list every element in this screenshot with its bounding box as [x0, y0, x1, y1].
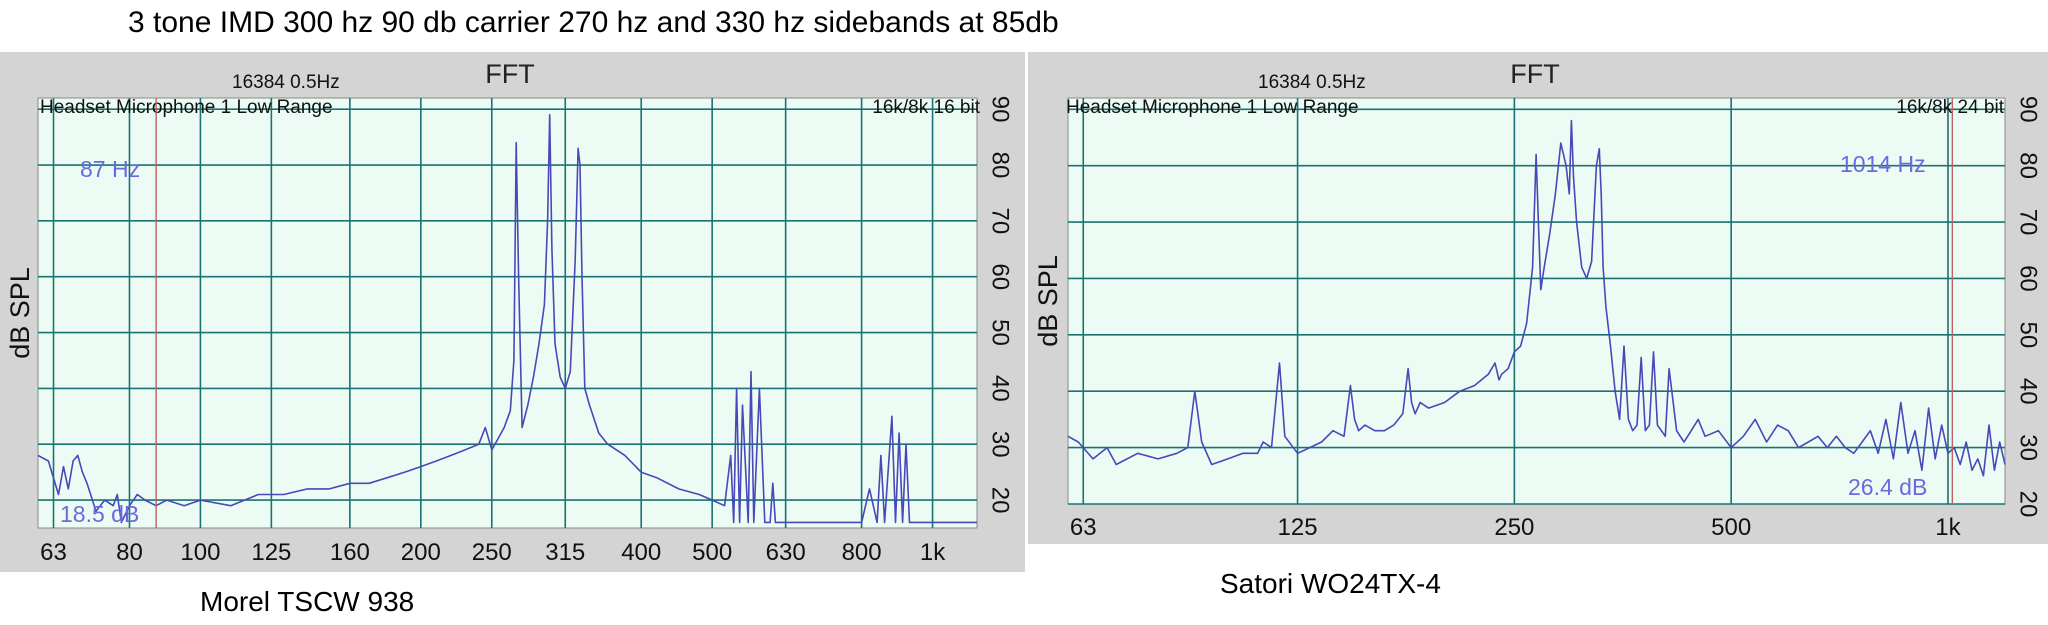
x-tick-label: 63 — [1070, 514, 1097, 541]
x-tick-label: 125 — [1278, 514, 1318, 541]
right-chart-caption: Satori WO24TX-4 — [1220, 568, 1441, 599]
x-tick-label: 500 — [1711, 514, 1751, 541]
cursor-frequency-label: 1014 Hz — [1840, 151, 1926, 177]
device-label: Headset Microphone 1 Low Range — [1066, 97, 1359, 118]
x-tick-label: 250 — [472, 539, 512, 566]
fft-header: FFT — [485, 59, 534, 89]
y-tick-label: 90 — [987, 96, 1014, 123]
x-tick-label: 80 — [116, 539, 143, 566]
y-tick-label: 80 — [987, 152, 1014, 179]
left-chart-caption: Morel TSCW 938 — [200, 586, 415, 617]
fft-info-label: 16384 0.5Hz — [1258, 72, 1366, 93]
device-label: Headset Microphone 1 Low Range — [40, 97, 333, 118]
y-tick-label: 80 — [2015, 152, 2042, 179]
x-tick-label: 1k — [1935, 514, 1961, 541]
x-tick-label: 630 — [766, 539, 806, 566]
x-tick-label: 250 — [1494, 514, 1534, 541]
y-axis-label: dB SPL — [1033, 255, 1063, 347]
y-tick-label: 60 — [2015, 265, 2042, 292]
spectrum-trace — [1067, 119, 2006, 477]
y-tick-label: 50 — [2015, 321, 2042, 348]
format-label: 16k/8k 16 bit — [872, 97, 980, 118]
cursor-level-label: 26.4 dB — [1848, 474, 1927, 500]
y-tick-label: 20 — [2015, 491, 2042, 518]
y-tick-label: 50 — [987, 319, 1014, 346]
x-tick-label: 400 — [621, 539, 661, 566]
spectrum-trace — [37, 114, 977, 524]
x-tick-label: 63 — [40, 539, 67, 566]
cursor-level-label: 18.5 dB — [60, 501, 139, 527]
fft-header: FFT — [1510, 59, 1559, 89]
x-tick-label: 125 — [251, 539, 291, 566]
fft-info-label: 16384 0.5Hz — [232, 72, 340, 93]
y-tick-label: 90 — [2015, 96, 2042, 123]
y-axis-label: dB SPL — [5, 267, 35, 359]
y-tick-label: 60 — [987, 263, 1014, 290]
format-label: 16k/8k 24 bit — [1896, 97, 2004, 118]
y-tick-label: 30 — [987, 431, 1014, 458]
y-tick-label: 40 — [2015, 378, 2042, 405]
y-tick-label: 40 — [987, 375, 1014, 402]
x-tick-label: 500 — [692, 539, 732, 566]
x-tick-label: 315 — [545, 539, 585, 566]
x-tick-label: 100 — [180, 539, 220, 566]
page-title: 3 tone IMD 300 hz 90 db carrier 270 hz a… — [128, 6, 1059, 39]
x-tick-label: 800 — [842, 539, 882, 566]
y-tick-label: 30 — [2015, 434, 2042, 461]
fft-chart-2: 63 125 250 500 1k 20 30 40 50 60 70 80 90 FFT 16384 0.… — [1028, 52, 2048, 544]
y-tick-label: 70 — [987, 208, 1014, 235]
plot-area — [37, 97, 978, 529]
fft-chart-1: 63 80 100 125 160 200 250 315 400 500 630 800 1k 20 30… — [0, 52, 1025, 572]
y-tick-label: 20 — [987, 487, 1014, 514]
x-tick-label: 200 — [401, 539, 441, 566]
cursor-frequency-label: 87 Hz — [80, 156, 140, 182]
x-tick-label: 160 — [330, 539, 370, 566]
x-tick-label: 1k — [920, 539, 946, 566]
y-tick-label: 70 — [2015, 209, 2042, 236]
